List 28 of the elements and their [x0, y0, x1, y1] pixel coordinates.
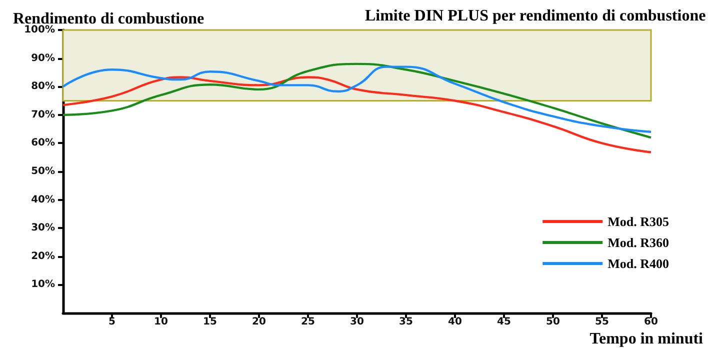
legend-label: Mod. R400: [608, 256, 669, 271]
x-tick-label: 30: [350, 316, 364, 328]
x-tick-label: 20: [252, 316, 266, 328]
x-tick-label: 45: [497, 316, 511, 328]
y-tick-label: 30%: [31, 222, 55, 234]
line-series: [62, 76, 652, 154]
y-tick-label: 50%: [31, 166, 55, 177]
x-tick-label: 25: [301, 316, 315, 328]
x-axis-title: Tempo in minuti: [590, 330, 704, 348]
y-tick-label: 60%: [31, 138, 55, 149]
legend-label: Mod. R305: [608, 214, 670, 229]
x-tick-label: 60: [644, 316, 658, 328]
x-tick-label: 35: [399, 316, 413, 328]
y-tick-label: 40%: [31, 194, 55, 206]
legend-label: Mod. R360: [608, 235, 669, 250]
y-tick-label: 20%: [31, 250, 55, 262]
y-tick-label: 70%: [31, 109, 55, 120]
y-tick-label: 80%: [31, 81, 55, 92]
x-tick-label: 5: [108, 316, 116, 328]
x-tick-label: 10: [154, 316, 168, 328]
x-tick-label: 50: [546, 316, 560, 328]
x-tick-label: 15: [203, 316, 217, 328]
y-tick-label: 10%: [31, 279, 55, 290]
y-tick-label: 100%: [24, 24, 55, 36]
x-tick-label: 40: [448, 316, 462, 328]
band-label: Limite DIN PLUS per rendimento di combustione: [364, 8, 706, 24]
y-tick-label: 90%: [31, 52, 55, 64]
x-tick-label: 55: [595, 316, 609, 328]
